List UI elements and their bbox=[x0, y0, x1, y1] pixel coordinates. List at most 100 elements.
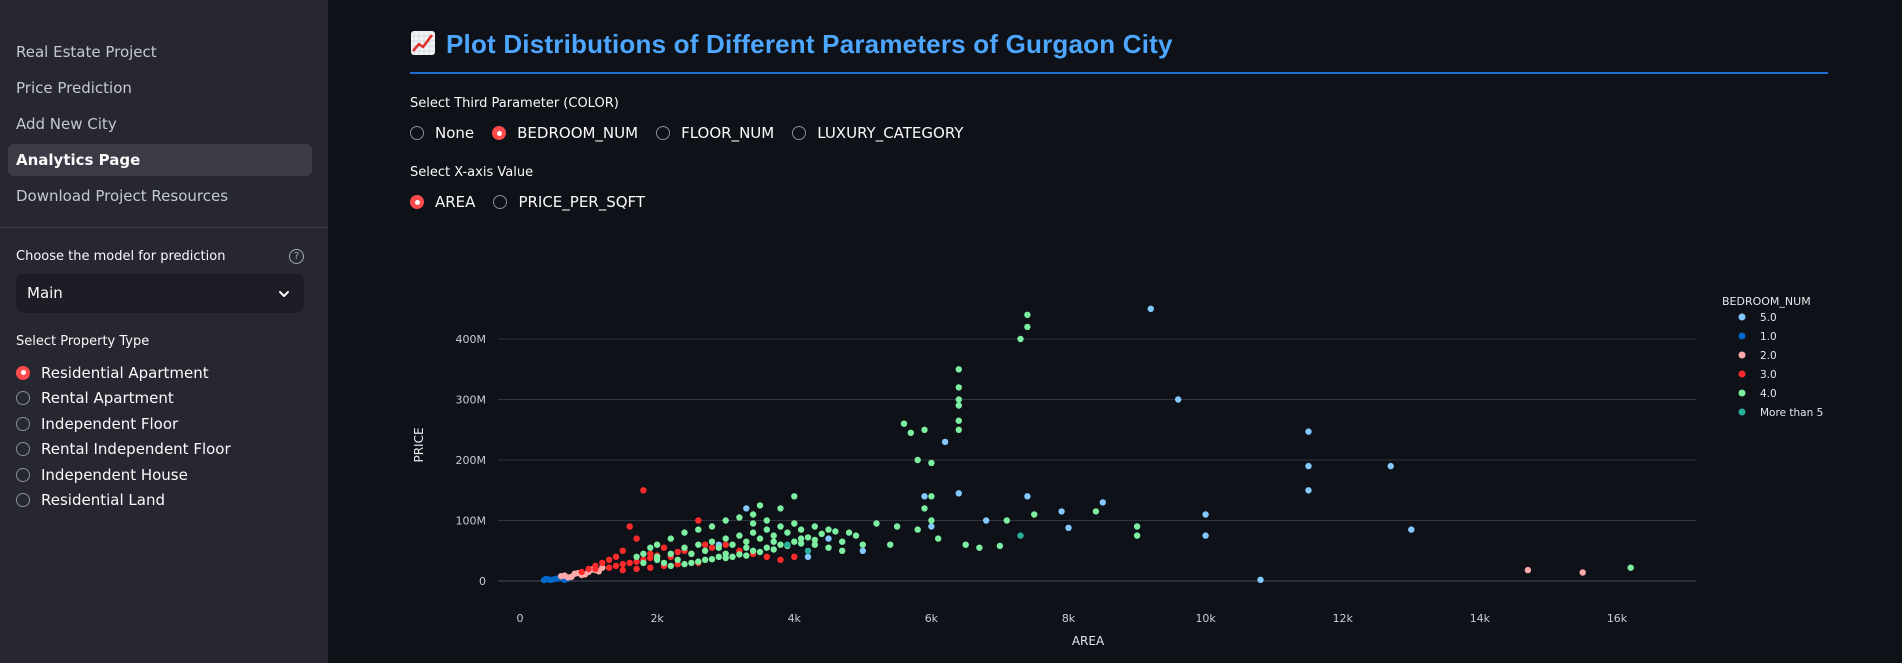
data-point[interactable] bbox=[542, 575, 550, 583]
data-point[interactable] bbox=[605, 564, 613, 571]
radio-rental-independent-floor[interactable]: Rental Independent Floor bbox=[16, 437, 231, 463]
data-point[interactable] bbox=[893, 523, 901, 530]
data-point[interactable] bbox=[633, 553, 640, 560]
data-point[interactable] bbox=[612, 562, 620, 570]
data-point[interactable] bbox=[1579, 569, 1586, 576]
data-point[interactable] bbox=[619, 566, 626, 574]
data-point[interactable] bbox=[955, 396, 962, 403]
data-point[interactable] bbox=[907, 429, 914, 436]
data-point[interactable] bbox=[653, 556, 661, 563]
data-point[interactable] bbox=[845, 529, 853, 536]
data-point[interactable] bbox=[722, 517, 729, 524]
legend-label[interactable]: 5.0 bbox=[1760, 312, 1777, 324]
data-point[interactable] bbox=[585, 565, 592, 573]
nav-item-analytics-page[interactable]: Analytics Page bbox=[8, 144, 312, 176]
data-point[interactable] bbox=[770, 538, 777, 545]
data-point[interactable] bbox=[695, 541, 702, 548]
data-point[interactable] bbox=[701, 547, 709, 554]
data-point[interactable] bbox=[701, 556, 709, 563]
data-point[interactable] bbox=[825, 544, 832, 551]
data-point[interactable] bbox=[695, 526, 702, 533]
data-point[interactable] bbox=[708, 538, 716, 545]
data-point[interactable] bbox=[647, 544, 654, 551]
data-point[interactable] bbox=[797, 540, 805, 547]
data-point[interactable] bbox=[743, 538, 750, 545]
data-point[interactable] bbox=[640, 487, 647, 494]
data-point[interactable] bbox=[633, 535, 640, 542]
data-point[interactable] bbox=[955, 366, 962, 373]
data-point[interactable] bbox=[804, 534, 812, 541]
legend-marker[interactable] bbox=[1738, 351, 1746, 359]
data-point[interactable] bbox=[763, 517, 770, 524]
data-point[interactable] bbox=[647, 554, 654, 562]
data-point[interactable] bbox=[592, 565, 599, 573]
data-point[interactable] bbox=[736, 551, 743, 558]
data-point[interactable] bbox=[996, 542, 1004, 550]
nav-item-real-estate-project[interactable]: Real Estate Project bbox=[16, 43, 157, 61]
legend-marker[interactable] bbox=[1738, 313, 1746, 321]
data-point[interactable] bbox=[633, 558, 640, 565]
data-point[interactable] bbox=[818, 530, 825, 537]
data-point[interactable] bbox=[928, 523, 935, 530]
data-point[interactable] bbox=[1387, 462, 1394, 470]
legend-label[interactable]: 3.0 bbox=[1760, 369, 1777, 381]
data-point[interactable] bbox=[983, 517, 990, 524]
radio-price-per-sqft[interactable]: PRICE_PER_SQFT bbox=[493, 193, 645, 211]
data-point[interactable] bbox=[811, 523, 818, 530]
data-point[interactable] bbox=[811, 541, 818, 548]
data-point[interactable] bbox=[647, 564, 654, 571]
chart-legend[interactable]: BEDROOM_NUM 5.0 1.0 2.0 3.0 4.0 More than 5 bbox=[1722, 295, 1823, 419]
data-point[interactable] bbox=[660, 559, 668, 567]
scatter-chart[interactable]: 0 100M 200M 300M 400M 0 2k 4k 6k 8k 10k 12k 14k 16k AR… bbox=[328, 0, 1902, 663]
data-point[interactable] bbox=[667, 535, 674, 542]
data-point[interactable] bbox=[797, 535, 805, 542]
data-point[interactable] bbox=[1099, 499, 1106, 506]
data-point[interactable] bbox=[1133, 523, 1141, 530]
data-point[interactable] bbox=[612, 553, 620, 560]
data-point[interactable] bbox=[859, 547, 866, 554]
data-point[interactable] bbox=[1133, 532, 1141, 539]
data-point[interactable] bbox=[743, 552, 750, 559]
data-point[interactable] bbox=[736, 514, 743, 521]
data-point[interactable] bbox=[667, 562, 674, 570]
data-point[interactable] bbox=[791, 538, 798, 545]
data-point[interactable] bbox=[797, 526, 805, 533]
data-point[interactable] bbox=[763, 553, 770, 560]
nav-item-add-new-city[interactable]: Add New City bbox=[16, 115, 117, 133]
data-point[interactable] bbox=[832, 528, 839, 535]
data-point[interactable] bbox=[688, 550, 695, 557]
radio-luxury-category[interactable]: LUXURY_CATEGORY bbox=[792, 124, 963, 142]
data-point[interactable] bbox=[777, 505, 784, 512]
data-point[interactable] bbox=[708, 556, 716, 563]
radio-residential-apartment[interactable]: Residential Apartment bbox=[16, 360, 231, 386]
data-point[interactable] bbox=[859, 541, 866, 548]
data-point[interactable] bbox=[674, 548, 681, 556]
data-point[interactable] bbox=[1058, 508, 1065, 515]
data-point[interactable] bbox=[791, 520, 798, 527]
radio-independent-floor[interactable]: Independent Floor bbox=[16, 411, 231, 437]
data-point[interactable] bbox=[660, 544, 668, 551]
data-point[interactable] bbox=[976, 544, 983, 551]
data-point[interactable] bbox=[578, 568, 585, 576]
data-point[interactable] bbox=[708, 523, 716, 530]
data-point[interactable] bbox=[640, 559, 647, 567]
data-point[interactable] bbox=[715, 544, 722, 551]
data-point[interactable] bbox=[763, 544, 770, 551]
data-point[interactable] bbox=[1627, 564, 1634, 571]
data-point[interactable] bbox=[749, 520, 757, 527]
radio-bedroom-num[interactable]: BEDROOM_NUM bbox=[492, 124, 638, 142]
data-point[interactable] bbox=[667, 550, 674, 557]
data-point[interactable] bbox=[561, 572, 568, 579]
data-point[interactable] bbox=[921, 426, 928, 433]
data-point[interactable] bbox=[955, 490, 962, 497]
data-point[interactable] bbox=[935, 535, 942, 542]
data-point[interactable] bbox=[708, 544, 716, 551]
nav-item-download-project-resources[interactable]: Download Project Resources bbox=[16, 187, 229, 205]
nav-item-price-prediction[interactable]: Price Prediction bbox=[16, 79, 132, 97]
legend-marker[interactable] bbox=[1738, 332, 1746, 340]
data-point[interactable] bbox=[763, 526, 770, 533]
data-point[interactable] bbox=[736, 532, 743, 539]
data-point[interactable] bbox=[605, 556, 613, 563]
data-point[interactable] bbox=[777, 541, 784, 548]
data-point[interactable] bbox=[811, 536, 818, 544]
